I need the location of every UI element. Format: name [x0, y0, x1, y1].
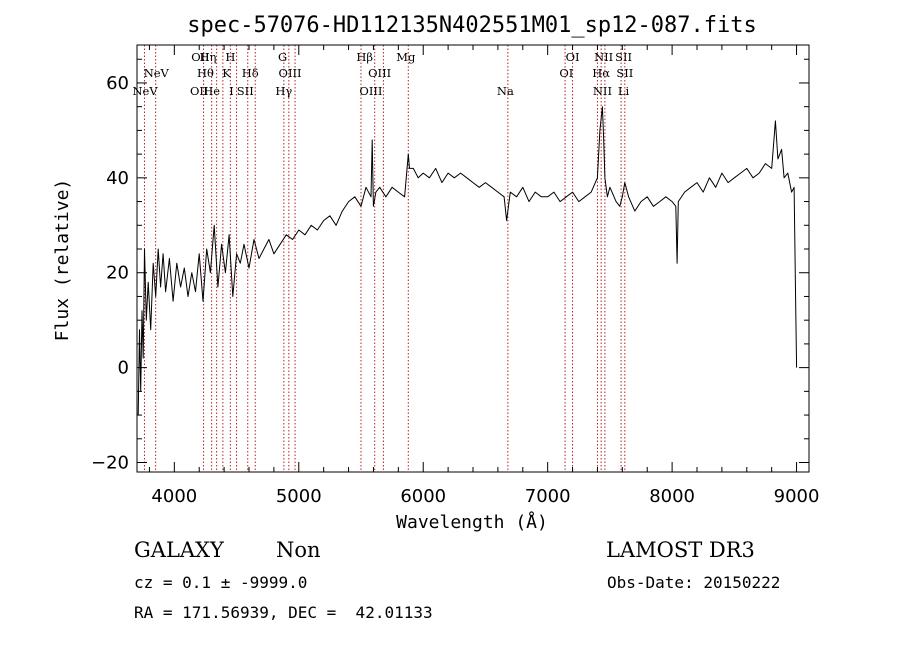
spectral-line-markers — [143, 45, 626, 472]
survey-name: LAMOST DR3 — [606, 538, 755, 562]
x-tick-label: 8000 — [649, 486, 695, 507]
spectral-line-label: Hα — [592, 66, 610, 80]
y-tick-label: 0 — [118, 358, 129, 379]
redshift-readout: cz = 0.1 ± -9999.0 — [134, 573, 308, 592]
obs-date: Obs-Date: 20150222 — [607, 573, 781, 592]
spectral-line-label: NeV — [144, 66, 170, 80]
spectral-line-label: Hγ — [275, 84, 292, 98]
chart-title: spec-57076-HD112135N402551M01_sp12-087.f… — [187, 13, 757, 38]
x-tick-label: 7000 — [525, 486, 571, 507]
spectral-line-label: K — [222, 66, 231, 80]
spectral-line-labels: NeVNeVOIIHηHθOIIHeHKIHδSIIGOIIIHγHβOIIIO… — [132, 50, 633, 98]
x-tick-label: 4000 — [151, 486, 197, 507]
spectral-line-label: SII — [616, 66, 633, 80]
spectral-line-label: SII — [615, 50, 632, 64]
y-tick-label: 60 — [106, 73, 129, 94]
spectral-line-label: OI — [559, 66, 573, 80]
y-tick-label: −20 — [91, 453, 129, 474]
spectral-line-label: NII — [594, 50, 613, 64]
ra-dec-readout: RA = 171.56939, DEC = 42.01133 — [134, 603, 433, 622]
spectral-line-label: G — [278, 50, 287, 64]
spectral-line-label: NII — [593, 84, 612, 98]
spectral-line-label: NeV — [132, 84, 158, 98]
spectrum-line-0 — [137, 106, 798, 416]
spectral-line-label: He — [203, 84, 220, 98]
plot-frame — [136, 44, 810, 473]
y-tick-label: 40 — [106, 168, 129, 189]
object-class: GALAXY — [134, 538, 224, 562]
x-tick-label: 6000 — [400, 486, 446, 507]
x-axis-label: Wavelength (Å) — [396, 511, 548, 533]
y-tick-label: 20 — [106, 263, 129, 284]
spectral-line-label: OI — [566, 50, 580, 64]
y-axis-label: Flux (relative) — [52, 179, 73, 342]
spectral-line-label: SII — [237, 84, 254, 98]
axis-ticks: 4000 5000 6000 7000 8000 9000 −20 0 20 40 60 — [91, 45, 819, 507]
spectral-line-label: Hη — [199, 50, 216, 64]
object-subclass: Non — [276, 538, 321, 562]
x-tick-label: 5000 — [276, 486, 322, 507]
spectral-line-label: OIII — [359, 84, 382, 98]
spectral-line-label: OIII — [279, 66, 302, 80]
spectral-line-label: Hδ — [242, 66, 259, 80]
spectral-line-label: OII — [191, 50, 210, 64]
spectral-line-label: Hβ — [356, 50, 373, 64]
spectral-line-label: OII — [190, 84, 209, 98]
x-tick-label: 9000 — [774, 486, 820, 507]
spectral-line-label: Hθ — [197, 66, 214, 80]
spectrum-series — [137, 106, 798, 416]
spectral-line-label: I — [229, 84, 234, 98]
spectral-line-label: Li — [618, 84, 630, 98]
spectral-line-label: Na — [497, 84, 514, 98]
spectral-line-label: Mg — [396, 50, 416, 64]
spectral-line-label: OIII — [368, 66, 391, 80]
spectral-line-label: H — [225, 50, 235, 64]
